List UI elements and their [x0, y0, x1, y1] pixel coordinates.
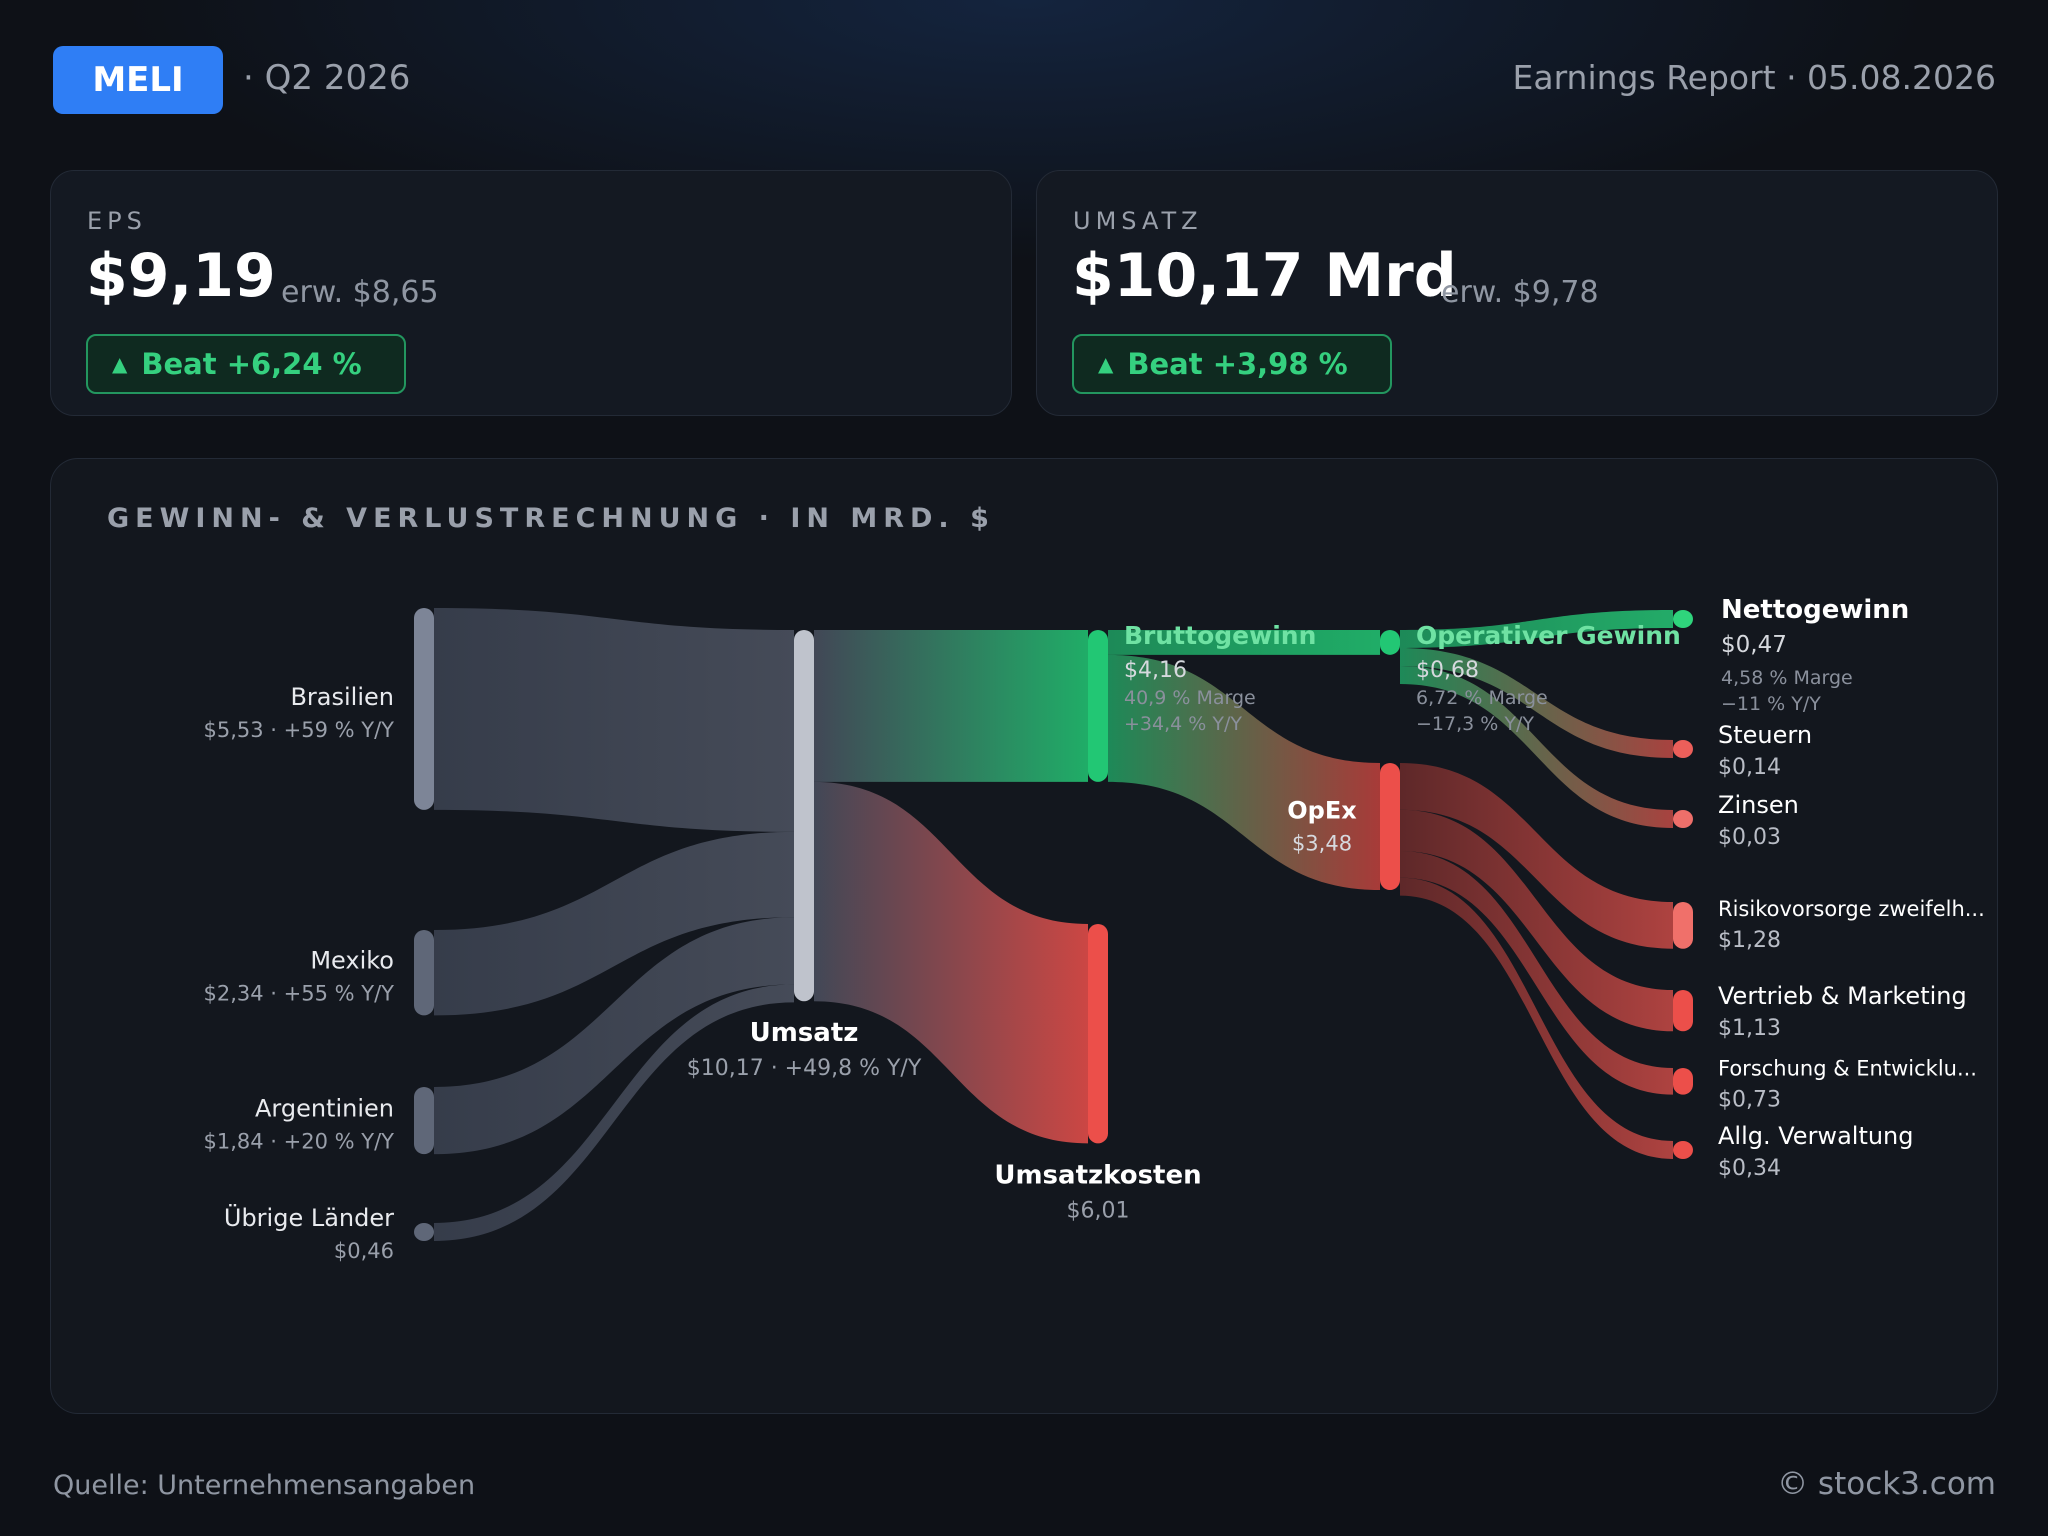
triangle-up-icon: ▲ — [112, 352, 128, 376]
flow-opex-to-forschung — [1400, 850, 1673, 1095]
label-brasilien: Brasilien — [290, 683, 394, 711]
node-argentinien — [414, 1087, 434, 1155]
ticker-badge: MELI — [53, 46, 223, 114]
label-steuern: Steuern — [1718, 721, 1812, 749]
value-brutto: $4,16 — [1124, 658, 1187, 683]
eps-label: EPS — [87, 207, 147, 235]
value-steuern: $0,14 — [1718, 755, 1781, 780]
flow-opgewinn-to-netto — [1400, 610, 1673, 648]
label-risiko: Risikovorsorge zweifelh... — [1718, 897, 1985, 921]
label-vertrieb: Vertrieb & Marketing — [1718, 982, 1967, 1010]
flow-opex-to-verwaltung — [1400, 877, 1673, 1159]
label-zinsen: Zinsen — [1718, 791, 1799, 819]
value-brasilien: $5,53 · +59 % Y/Y — [204, 718, 395, 742]
node-steuern — [1673, 740, 1693, 758]
node-umsatz — [794, 630, 814, 1002]
value-umsatz: $10,17 · +49,8 % Y/Y — [687, 1056, 922, 1081]
label-umsatz: Umsatz — [750, 1018, 859, 1048]
revenue-card: UMSATZ $10,17 Mrd erw. $9,78 ▲ Beat +3,9… — [1036, 170, 1998, 416]
flow-uebrige-to-umsatz — [434, 984, 794, 1241]
flow-argentinien-to-umsatz — [434, 917, 794, 1155]
yoy-brutto: +34,4 % Y/Y — [1124, 713, 1242, 735]
value-opgewinn: $0,68 — [1416, 658, 1479, 683]
label-netto: Nettogewinn — [1721, 595, 1909, 625]
node-kosten — [1088, 924, 1108, 1144]
node-netto — [1673, 610, 1693, 628]
copyright: © stock3.com — [1777, 1466, 1996, 1502]
node-brasilien — [414, 608, 434, 810]
value-vertrieb: $1,13 — [1718, 1016, 1781, 1041]
label-forschung: Forschung & Entwicklu... — [1718, 1056, 1977, 1080]
node-vertrieb — [1673, 990, 1693, 1032]
value-uebrige: $0,46 — [334, 1239, 394, 1263]
eps-beat-badge: ▲ Beat +6,24 % — [86, 334, 406, 394]
revenue-value: $10,17 Mrd — [1072, 241, 1457, 311]
source-note: Quelle: Unternehmensangaben — [53, 1470, 476, 1501]
report-period: · Q2 2026 — [243, 58, 411, 98]
revenue-beat-label: Beat +3,98 % — [1127, 347, 1348, 381]
value-netto: $0,47 — [1721, 632, 1787, 658]
flow-brasilien-to-umsatz — [434, 608, 794, 832]
node-verwaltung — [1673, 1141, 1693, 1159]
value-mexiko: $2,34 · +55 % Y/Y — [204, 982, 395, 1006]
yoy-opgewinn: −17,3 % Y/Y — [1416, 713, 1534, 735]
label-kosten: Umsatzkosten — [994, 1160, 1201, 1190]
revenue-label: UMSATZ — [1073, 207, 1203, 235]
margin-opgewinn: 6,72 % Marge — [1416, 687, 1548, 709]
node-mexiko — [414, 930, 434, 1016]
node-uebrige — [414, 1223, 434, 1241]
node-forschung — [1673, 1068, 1693, 1095]
value-zinsen: $0,03 — [1718, 825, 1781, 850]
eps-value: $9,19 — [86, 241, 276, 311]
flow-umsatz-to-kosten — [814, 781, 1088, 1144]
flow-opex-to-vertrieb — [1400, 809, 1673, 1032]
panel-title: GEWINN- & VERLUSTRECHNUNG · IN MRD. $ — [107, 503, 995, 534]
node-brutto — [1088, 630, 1108, 782]
flow-opgewinn-to-zinsen — [1400, 666, 1673, 828]
flow-opex-to-risiko — [1400, 763, 1673, 949]
eps-beat-label: Beat +6,24 % — [141, 347, 362, 381]
flow-mexiko-to-umsatz — [434, 831, 794, 1016]
label-opgewinn: Operativer Gewinn — [1416, 621, 1681, 650]
label-verwaltung: Allg. Verwaltung — [1718, 1122, 1914, 1150]
label-argentinien: Argentinien — [255, 1095, 394, 1123]
flow-opgewinn-to-steuern — [1400, 648, 1673, 758]
triangle-up-icon: ▲ — [1098, 352, 1114, 376]
flow-umsatz-to-brutto — [814, 630, 1088, 782]
flow-brutto-to-opgewinn — [1108, 630, 1380, 655]
eps-estimate: erw. $8,65 — [281, 275, 439, 310]
node-risiko — [1673, 902, 1693, 949]
margin-brutto: 40,9 % Marge — [1124, 687, 1256, 709]
value-argentinien: $1,84 · +20 % Y/Y — [204, 1130, 395, 1154]
value-opex: $3,48 — [1292, 832, 1352, 856]
margin-netto: 4,58 % Marge — [1721, 667, 1853, 689]
node-opgewinn — [1380, 630, 1400, 655]
value-risiko: $1,28 — [1718, 928, 1781, 953]
revenue-beat-badge: ▲ Beat +3,98 % — [1072, 334, 1392, 394]
node-opex — [1380, 763, 1400, 891]
label-uebrige: Übrige Länder — [224, 1203, 394, 1232]
value-verwaltung: $0,34 — [1718, 1156, 1781, 1181]
report-date: Earnings Report · 05.08.2026 — [1512, 58, 1997, 97]
value-forschung: $0,73 — [1718, 1087, 1781, 1112]
label-mexiko: Mexiko — [310, 947, 394, 975]
label-opex: OpEx — [1287, 797, 1357, 825]
label-brutto: Bruttogewinn — [1124, 621, 1316, 650]
node-zinsen — [1673, 810, 1693, 828]
eps-card: EPS $9,19 erw. $8,65 ▲ Beat +6,24 % — [50, 170, 1012, 416]
revenue-estimate: erw. $9,78 — [1441, 275, 1599, 310]
flow-brutto-to-opex — [1108, 654, 1380, 891]
value-kosten: $6,01 — [1067, 1198, 1130, 1223]
yoy-netto: −11 % Y/Y — [1721, 693, 1821, 715]
